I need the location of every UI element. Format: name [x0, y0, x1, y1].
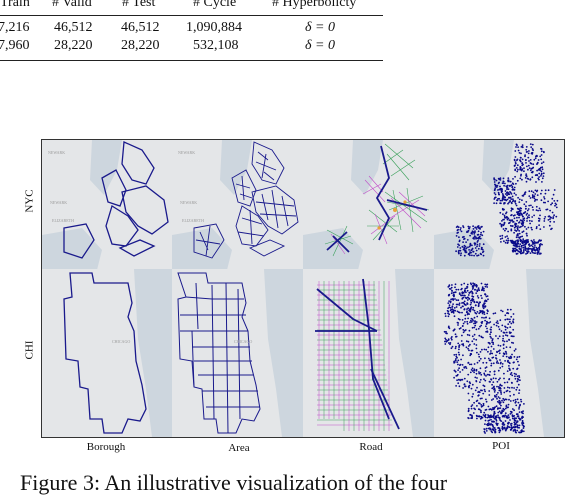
- panel-chi-area: CHICAGO: [172, 269, 304, 438]
- map-label: NEWARK: [50, 200, 67, 205]
- cell: δ = 0: [305, 20, 335, 35]
- header-test: # Test: [122, 0, 156, 10]
- panel-nyc-poi: [434, 139, 565, 271]
- cell: δ = 0: [305, 38, 335, 53]
- column-label-road: Road: [359, 441, 383, 453]
- panel-chi-poi: [434, 269, 565, 438]
- header-cycle: # Cycle: [193, 0, 237, 10]
- column-label-borough: Borough: [86, 441, 126, 453]
- map-figure-grid: NEWARK NEWARK ELIZABETH NEWA: [41, 139, 565, 438]
- map-label: ELIZABETH: [182, 218, 204, 223]
- cell: 28,220: [121, 38, 160, 53]
- figure-caption: Figure 3: An illustrative visualization …: [20, 470, 448, 495]
- panel-nyc-road: [303, 139, 435, 271]
- cell: 532,108: [193, 38, 239, 53]
- column-label-poi: POI: [492, 440, 510, 452]
- map-label: CHICAGO: [112, 339, 130, 344]
- cell: 7,216: [0, 20, 30, 35]
- header-hyperbolicity: # Hyperbolicty: [272, 0, 357, 10]
- row-label-chi: CHI: [23, 340, 36, 360]
- map-label: NEWARK: [180, 200, 197, 205]
- table-rule-mid: [0, 15, 383, 16]
- panel-nyc-borough: NEWARK NEWARK ELIZABETH: [41, 139, 174, 271]
- cell: 46,512: [54, 20, 93, 35]
- cell: 1,090,884: [186, 20, 242, 35]
- header-valid: # Valid: [52, 0, 92, 10]
- poi-points: [443, 282, 525, 434]
- panel-chi-road: [303, 269, 435, 438]
- panel-chi-borough: CHICAGO: [41, 269, 174, 438]
- row-label-nyc: NYC: [23, 189, 36, 213]
- panel-nyc-area: NEWARK NEWARK ELIZABETH: [172, 139, 304, 271]
- table-rule-bottom: [0, 60, 383, 61]
- cell: 7,960: [0, 38, 30, 53]
- cell: 28,220: [54, 38, 93, 53]
- poi-points: [455, 143, 559, 257]
- map-label: NEWARK: [48, 150, 65, 155]
- dataset-statistics-table: Train # Valid # Test # Cycle # Hyperboli…: [0, 0, 390, 66]
- column-label-area: Area: [228, 442, 250, 454]
- header-train: Train: [0, 0, 30, 10]
- map-label: CHICAGO: [234, 339, 252, 344]
- map-label: ELIZABETH: [52, 218, 74, 223]
- map-label: NEWARK: [178, 150, 195, 155]
- cell: 46,512: [121, 20, 160, 35]
